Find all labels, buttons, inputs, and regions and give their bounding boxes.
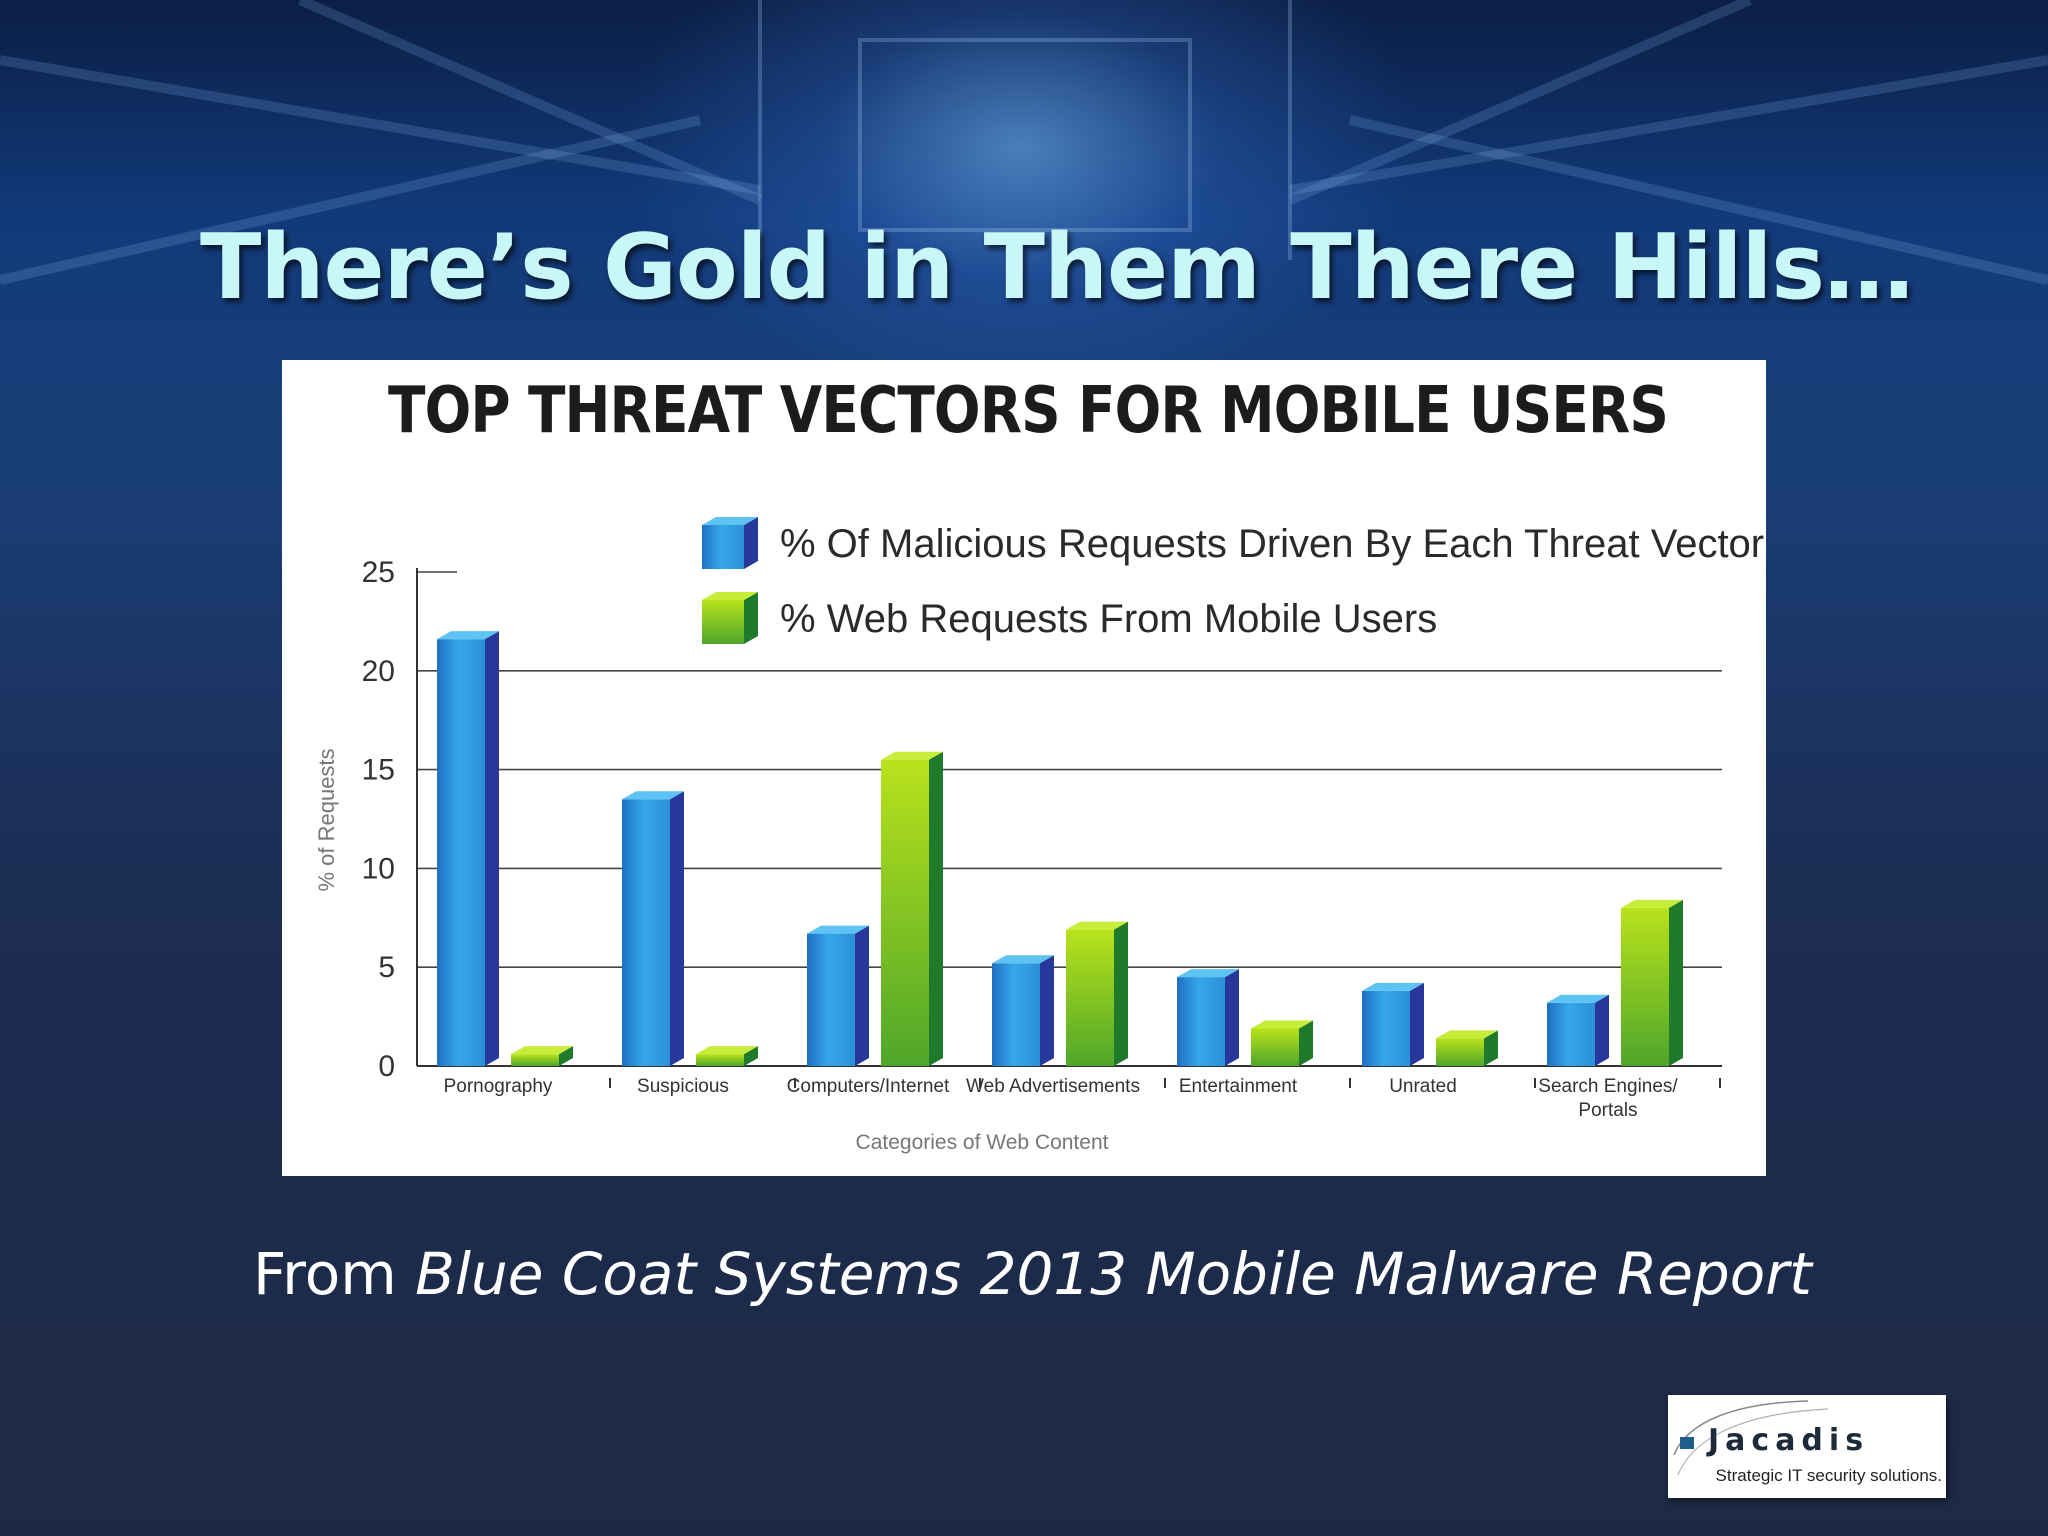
x-category-label: Search Engines/ [1538,1076,1678,1097]
y-tick-label: 15 [362,754,395,787]
bar-side [1114,921,1128,1066]
bar-side [1299,1020,1313,1066]
bar-top [807,925,869,934]
bar-malicious-3 [992,955,1054,1066]
grid-lines [417,571,1722,969]
bar-front [696,1054,744,1066]
bar-front [807,933,855,1066]
bar-top [696,1046,758,1055]
bar-mobile-0 [511,1046,573,1066]
x-category-label: Pornography [444,1076,553,1097]
bar-side [559,1046,573,1066]
bar-side [1040,955,1054,1066]
legend-swatch-top [702,592,758,600]
bar-mobile-5 [1436,1030,1498,1066]
bar-side [855,925,869,1066]
bar-front [992,963,1040,1066]
bar-front [1066,929,1114,1066]
bar-mobile-6 [1621,899,1683,1066]
x-category-label: Web Advertisements [966,1076,1140,1097]
legend-swatch [702,525,744,569]
bar-side [1225,969,1239,1066]
bar-top [1066,921,1128,930]
bar-top [1362,982,1424,991]
bar-side [485,631,499,1066]
legend-swatch [702,600,744,644]
bars [437,631,1683,1066]
x-category-label: Computers/Internet [787,1076,950,1097]
bar-mobile-4 [1251,1020,1313,1066]
bar-top [881,751,943,760]
bar-top [1621,899,1683,908]
slide-title: There’s Gold in Them There Hills… [200,215,1914,320]
legend-label: % Of Malicious Requests Driven By Each T… [780,522,1764,566]
bar-top [992,955,1054,964]
y-tick-label: 20 [362,655,395,688]
logo-name: Jacadis [1706,1423,1869,1458]
bar-front [1436,1038,1484,1066]
bar-malicious-2 [807,925,869,1066]
bar-malicious-1 [622,791,684,1066]
source-report-name: Blue Coat Systems 2013 Mobile Malware Re… [415,1240,1812,1308]
y-tick-label: 5 [378,951,395,984]
x-category-label: Unrated [1389,1076,1457,1097]
background-glow [620,0,1420,420]
source-prefix: From [253,1240,416,1308]
y-tick-label: 10 [362,852,395,885]
bar-front [437,639,485,1066]
x-axis-label: Categories of Web Content [856,1131,1109,1154]
legend-swatch-top [702,517,758,525]
bar-top [622,791,684,800]
bar-side [1484,1030,1498,1066]
bar-side [744,1046,758,1066]
source-citation: From Blue Coat Systems 2013 Mobile Malwa… [253,1240,1812,1308]
bar-front [1177,977,1225,1066]
legend-item-0: % Of Malicious Requests Driven By Each T… [702,517,1764,569]
bar-malicious-4 [1177,969,1239,1066]
bar-top [511,1046,573,1055]
bar-side [1595,994,1609,1066]
bar-top [437,631,499,640]
chart-panel: 0 5 10 15 20 25 Pornography Suspicious Computers… [282,360,1766,1176]
bar-side [1410,982,1424,1066]
bar-malicious-5 [1362,982,1424,1066]
bar-chart: 0 5 10 15 20 25 Pornography Suspicious Computers… [314,374,1764,1154]
y-axis-label: % of Requests [314,748,339,891]
bar-mobile-2 [881,751,943,1066]
bar-side [670,791,684,1066]
legend-swatch-side [744,517,758,569]
legend-item-1: % Web Requests From Mobile Users [702,592,1437,644]
bar-front [511,1054,559,1066]
bar-top [1547,994,1609,1003]
bar-mobile-1 [696,1046,758,1066]
bar-front [881,759,929,1066]
labels: 0 5 10 15 20 25 Pornography Suspicious Computers… [362,556,1679,1121]
bar-front [1621,907,1669,1066]
bar-side [1669,899,1683,1066]
legend: % Of Malicious Requests Driven By Each T… [702,517,1764,644]
company-logo: Jacadis Strategic IT security solutions. [1668,1395,1946,1498]
bar-side [929,751,943,1066]
bar-front [1547,1002,1595,1066]
bar-front [1362,990,1410,1066]
logo-mark: Jacadis [1673,1400,1869,1476]
y-tick-label: 0 [378,1050,395,1083]
bar-mobile-3 [1066,921,1128,1066]
x-category-label: Suspicious [637,1076,729,1097]
logo-tagline: Strategic IT security solutions. [1715,1466,1942,1485]
bar-malicious-6 [1547,994,1609,1066]
bar-malicious-0 [437,631,499,1066]
chart-title: TOP THREAT VECTORS FOR MOBILE USERS [388,374,1668,448]
legend-label: % Web Requests From Mobile Users [780,597,1437,641]
y-tick-label: 25 [362,556,395,589]
bar-top [1436,1030,1498,1039]
x-category-label: Portals [1578,1100,1637,1121]
background-structure [0,0,2048,285]
bar-front [1251,1028,1299,1066]
bar-front [622,799,670,1066]
bar-top [1251,1020,1313,1029]
x-category-label: Entertainment [1179,1076,1298,1097]
bar-top [1177,969,1239,978]
legend-swatch-side [744,592,758,644]
